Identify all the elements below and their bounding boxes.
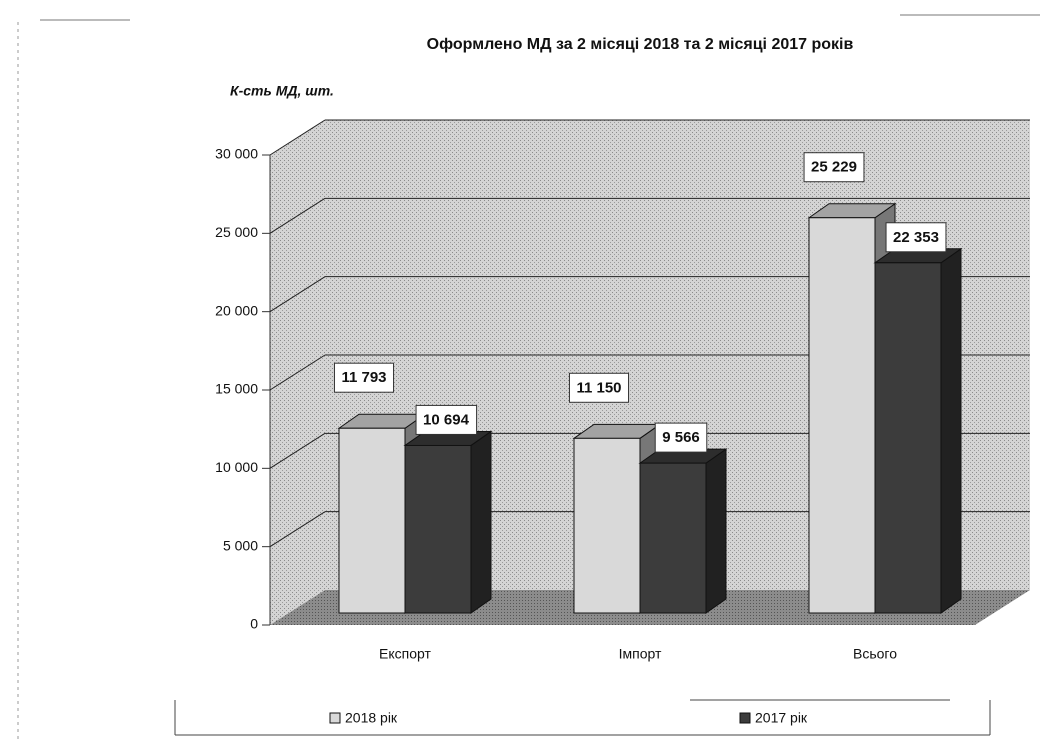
- x-tick-label: Імпорт: [619, 646, 662, 662]
- chart-title: Оформлено МД за 2 місяці 2018 та 2 місяц…: [427, 36, 854, 53]
- data-label-box: [885, 222, 947, 253]
- data-label-box: [568, 372, 630, 403]
- legend-label: 2018 рік: [345, 710, 398, 726]
- grid-line: [269, 432, 326, 469]
- bar-group: [403, 430, 493, 614]
- data-label: 11 150: [576, 379, 621, 396]
- bar-side: [940, 247, 962, 614]
- data-label: 10 694: [423, 411, 470, 428]
- grid-line: [269, 354, 326, 391]
- data-label-box: [803, 152, 865, 183]
- bar: [573, 437, 641, 614]
- y-tick-label: 25 000: [215, 224, 258, 240]
- x-tick-label: Всього: [853, 646, 897, 662]
- bar: [808, 217, 876, 614]
- grid-line: [269, 119, 326, 156]
- y-tick-label: 30 000: [215, 146, 258, 162]
- y-axis-label: К-сть МД, шт.: [230, 83, 334, 99]
- legend-swatch: [739, 712, 751, 724]
- data-label: 9 566: [662, 429, 700, 446]
- grid-line: [269, 276, 326, 313]
- y-tick-label: 10 000: [215, 459, 258, 475]
- bar: [874, 262, 942, 614]
- bar-side: [705, 448, 727, 614]
- y-tick-label: 15 000: [215, 381, 258, 397]
- y-tick-label: 5 000: [223, 537, 258, 553]
- bar: [639, 462, 707, 614]
- data-label-box: [654, 422, 708, 453]
- y-tick-label: 0: [250, 616, 258, 632]
- bar-group: [638, 448, 728, 614]
- data-label-box: [333, 362, 395, 393]
- x-tick-label: Експорт: [379, 646, 431, 662]
- y-tick-label: 20 000: [215, 302, 258, 318]
- data-label-box: [415, 404, 478, 435]
- grid-line: [269, 511, 326, 548]
- data-label: 22 353: [893, 229, 939, 246]
- data-label: 25 229: [811, 159, 857, 176]
- legend-swatch: [329, 712, 341, 724]
- bar: [404, 444, 472, 614]
- grid-line: [269, 197, 326, 234]
- bar: [338, 427, 406, 614]
- bar-group: [873, 247, 963, 614]
- data-label: 11 793: [341, 369, 386, 386]
- bar-side: [470, 430, 492, 614]
- legend-label: 2017 рік: [755, 710, 808, 726]
